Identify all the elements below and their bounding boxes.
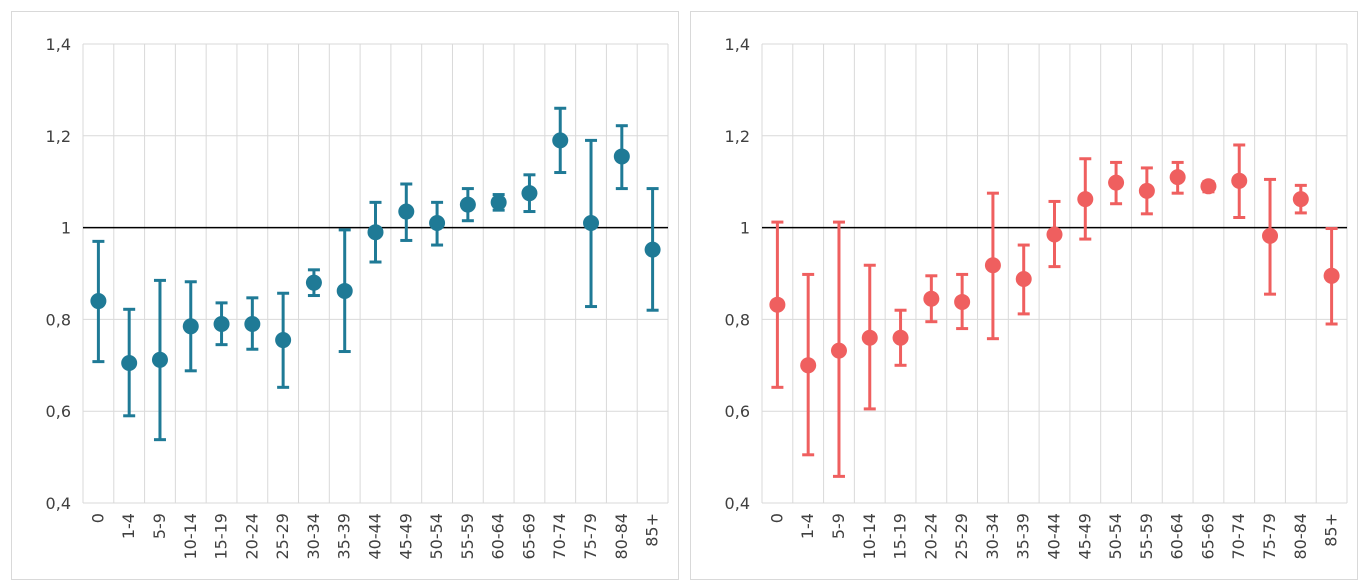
- x-tick-label: 80-84: [1291, 513, 1310, 560]
- y-tick-label: 0,8: [725, 310, 750, 329]
- y-tick-label: 1,4: [46, 35, 71, 54]
- data-point: [459, 196, 476, 213]
- data-point: [490, 194, 507, 211]
- data-point: [521, 185, 538, 202]
- x-tick-label: 55-59: [1137, 513, 1156, 560]
- data-point: [800, 357, 817, 374]
- x-tick-label: 40-44: [1045, 513, 1064, 560]
- x-tick-label: 60-64: [489, 513, 508, 560]
- x-tick-label: 1-4: [119, 513, 138, 539]
- x-tick-label: 35-39: [1014, 513, 1033, 560]
- y-tick-label: 0,8: [46, 310, 71, 329]
- x-tick-label: 0: [767, 513, 786, 523]
- y-tick-label: 0,6: [725, 402, 750, 421]
- x-tick-label: 30-34: [304, 513, 323, 560]
- data-point: [429, 215, 446, 232]
- x-tick-label: 35-39: [335, 513, 354, 560]
- x-tick-label: 80-84: [612, 513, 631, 560]
- x-tick-label: 75-79: [1260, 513, 1279, 560]
- x-tick-label: 30-34: [983, 513, 1002, 560]
- chart-panel-right: 0,4 0,6 0,8 1 1,2 1,4 0 1-4 5-9 10-14 15-19 20-24 25…: [690, 11, 1358, 580]
- y-tick-label: 0,4: [725, 494, 750, 513]
- error-bar-chart-right: 0,4 0,6 0,8 1 1,2 1,4 0 1-4 5-9 10-14 15-19 20-24 25…: [725, 35, 1348, 560]
- data-point: [398, 203, 415, 220]
- data-point: [1046, 226, 1063, 243]
- data-point: [583, 215, 600, 232]
- data-point: [244, 315, 261, 332]
- y-tick-label: 1,2: [46, 127, 71, 146]
- data-point: [923, 290, 940, 307]
- data-point: [1169, 169, 1186, 186]
- x-tick-label: 25-29: [952, 513, 971, 560]
- data-point: [1108, 174, 1125, 191]
- data-point: [336, 282, 353, 299]
- x-tick-label: 20-24: [242, 513, 261, 560]
- x-tick-label: 85+: [643, 513, 662, 547]
- x-tick-label: 20-24: [921, 513, 940, 560]
- y-tick-label: 0,4: [46, 494, 71, 513]
- y-tick-label: 0,6: [46, 402, 71, 421]
- y-tick-label: 1: [61, 219, 71, 238]
- y-tick-label: 1: [740, 219, 750, 238]
- error-bar-chart-left: 0,4 0,6 0,8 1 1,2 1,4 0 1-4 5-9 10-14 15-19 20-24 25…: [46, 35, 669, 560]
- x-tick-label: 45-49: [396, 513, 415, 560]
- data-point: [182, 318, 199, 335]
- x-tick-label: 15-19: [212, 513, 231, 560]
- x-tick-label: 70-74: [1229, 513, 1248, 560]
- data-point: [1231, 172, 1248, 189]
- x-tick-label: 65-69: [1198, 513, 1217, 560]
- y-tick-label: 1,4: [725, 35, 750, 54]
- data-point: [769, 296, 786, 313]
- x-tick-label: 85+: [1322, 513, 1341, 547]
- x-tick-label: 15-19: [891, 513, 910, 560]
- x-tick-label: 5-9: [150, 513, 169, 539]
- x-tick-label: 55-59: [458, 513, 477, 560]
- data-point: [213, 315, 230, 332]
- data-point: [892, 329, 909, 346]
- x-tick-label: 45-49: [1075, 513, 1094, 560]
- data-point: [861, 329, 878, 346]
- data-point: [1077, 191, 1094, 208]
- data-point: [552, 132, 569, 149]
- data-point: [1200, 178, 1217, 195]
- data-point: [1323, 267, 1340, 284]
- y-tick-label: 1,2: [725, 127, 750, 146]
- chart-panel-left: 0,4 0,6 0,8 1 1,2 1,4 0 1-4 5-9 10-14 15-19 20-24 25…: [11, 11, 679, 580]
- x-tick-label: 10-14: [860, 513, 879, 560]
- x-tick-label: 5-9: [829, 513, 848, 539]
- x-tick-label: 25-29: [273, 513, 292, 560]
- data-point: [367, 224, 384, 241]
- x-tick-label: 1-4: [798, 513, 817, 539]
- data-point: [151, 351, 168, 368]
- x-tick-label: 60-64: [1168, 513, 1187, 560]
- data-point: [830, 342, 847, 359]
- x-tick-label: 65-69: [519, 513, 538, 560]
- data-point: [1262, 227, 1279, 244]
- data-point: [613, 148, 630, 165]
- x-tick-label: 40-44: [366, 513, 385, 560]
- data-point: [275, 332, 292, 349]
- x-tick-label: 50-54: [1106, 513, 1125, 560]
- data-point: [1015, 271, 1032, 288]
- data-point: [954, 293, 971, 310]
- x-tick-label: 70-74: [550, 513, 569, 560]
- x-tick-label: 0: [88, 513, 107, 523]
- data-point: [305, 274, 322, 291]
- data-point: [1292, 191, 1309, 208]
- data-point: [121, 355, 138, 372]
- x-tick-label: 75-79: [581, 513, 600, 560]
- x-tick-label: 50-54: [427, 513, 446, 560]
- x-tick-label: 10-14: [181, 513, 200, 560]
- data-point: [90, 293, 107, 310]
- data-point: [1138, 182, 1155, 199]
- data-point: [644, 241, 661, 258]
- data-point: [984, 257, 1001, 274]
